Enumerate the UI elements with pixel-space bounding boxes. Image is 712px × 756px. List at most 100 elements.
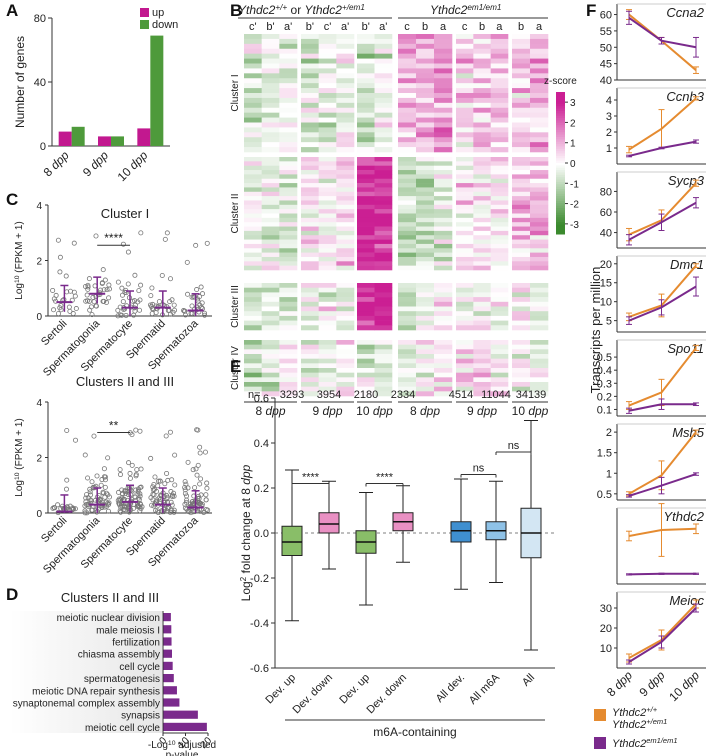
- heatmap-cell: [357, 301, 375, 307]
- data-point: [183, 499, 189, 505]
- colorbar-segment: [556, 146, 565, 150]
- heatmap-cell: [398, 239, 417, 245]
- colorbar-segment: [556, 224, 565, 228]
- legend-label-down: down: [152, 19, 178, 31]
- data-point: [171, 302, 177, 308]
- heatmap-cell: [336, 112, 355, 118]
- heatmap-cell: [473, 349, 491, 355]
- heatmap-cell: [357, 196, 375, 201]
- colorbar-segment: [556, 200, 565, 204]
- heatmap-cell: [261, 132, 280, 138]
- data-point: [105, 455, 111, 461]
- heatmap-cell: [318, 209, 337, 214]
- data-point: [82, 452, 88, 458]
- data-point: [93, 303, 99, 309]
- heatmap-cell: [416, 142, 435, 148]
- heatmap-cell: [244, 292, 262, 298]
- heatmap-cell: [244, 297, 262, 303]
- label-part: adjusted: [175, 740, 216, 751]
- label-part: Ythdc2: [612, 719, 646, 731]
- heatmap-cell: [490, 191, 509, 197]
- heatmap-cell: [512, 127, 531, 133]
- heatmap-cell: [456, 235, 474, 240]
- y-tick-label: 3: [606, 111, 612, 123]
- heatmap-cell: [434, 170, 453, 175]
- heatmap-cell: [473, 200, 491, 206]
- heatmap-cell: [434, 358, 453, 364]
- heatmap-cell: [244, 107, 262, 113]
- data-point: [171, 509, 177, 515]
- y-tick-label: 0.0: [254, 528, 269, 540]
- heatmap-cell: [357, 344, 375, 350]
- label-part: -Log: [148, 740, 168, 751]
- heatmap-cell: [261, 230, 280, 236]
- heatmap-cell: [490, 127, 509, 133]
- heatmap-cell: [244, 239, 262, 245]
- heatmap-cell: [456, 297, 474, 303]
- heatmap-cell: [336, 306, 355, 312]
- heatmap-cell: [490, 217, 509, 223]
- panel-label-A: A: [6, 1, 18, 20]
- heatmap-cell: [357, 386, 375, 392]
- x-tick-label: 9 dpp: [80, 148, 111, 179]
- colorbar-segment: [556, 222, 565, 226]
- heatmap-cell: [398, 112, 417, 118]
- data-point: [63, 486, 69, 492]
- heatmap-cell: [512, 170, 531, 175]
- heatmap-cell: [244, 122, 262, 128]
- heatmap-cell: [301, 256, 319, 262]
- y-tick-label: 5: [606, 316, 612, 328]
- heatmap-cell: [244, 187, 262, 193]
- heatmap-cell: [374, 349, 393, 355]
- n-value: 11044: [481, 389, 511, 401]
- label-part: Ythdc2: [238, 3, 276, 17]
- heatmap-cell: [473, 292, 491, 298]
- label-part: 8: [255, 404, 265, 418]
- heatmap-cell: [261, 363, 280, 369]
- heatmap-cell: [244, 38, 262, 45]
- data-point: [172, 482, 178, 488]
- heatmap-col-label: c: [404, 21, 410, 33]
- colorbar-segment: [556, 207, 565, 211]
- heatmap-cell: [261, 301, 280, 307]
- heatmap-cell: [490, 226, 509, 232]
- heatmap-cell: [279, 174, 298, 180]
- heatmap-cell: [416, 137, 435, 143]
- gene-name: Spo11: [667, 341, 704, 356]
- heatmap-cell: [434, 248, 453, 253]
- data-point: [119, 292, 125, 298]
- heatmap-cell: [434, 127, 453, 133]
- heatmap-cell: [490, 358, 509, 364]
- heatmap-cell: [456, 137, 474, 143]
- gene-name: Dmc1: [670, 257, 704, 272]
- heatmap-cell: [301, 344, 319, 350]
- heatmap-cell: [279, 127, 298, 133]
- heatmap-cell: [336, 377, 355, 383]
- heatmap-cell: [490, 386, 509, 392]
- heatmap-cell: [336, 200, 355, 206]
- heatmap-cell: [336, 252, 355, 258]
- heatmap-cell: [261, 200, 280, 206]
- heatmap-cell: [357, 178, 375, 184]
- heatmap-cell: [301, 287, 319, 293]
- heatmap-cell: [357, 226, 375, 232]
- data-point: [188, 510, 194, 516]
- data-point: [72, 506, 78, 512]
- heatmap-cell: [301, 222, 319, 227]
- heatmap-cell: [279, 239, 298, 245]
- y-tick-label: 60: [600, 207, 612, 219]
- heatmap-cell: [512, 377, 531, 383]
- colorbar-segment: [556, 163, 565, 166]
- heatmap-cell: [336, 311, 355, 317]
- bar-up-2: [137, 128, 151, 146]
- heatmap-cell: [473, 354, 491, 359]
- heatmap-cell: [490, 161, 509, 166]
- heatmap-cell: [244, 325, 262, 331]
- heatmap-cell: [398, 78, 417, 84]
- heatmap-cell: [357, 377, 375, 383]
- heatmap-cell: [301, 157, 319, 162]
- heatmap-cell: [473, 235, 491, 240]
- data-point: [106, 282, 112, 288]
- heatmap-cell: [456, 117, 474, 123]
- heatmap-cell: [244, 83, 262, 89]
